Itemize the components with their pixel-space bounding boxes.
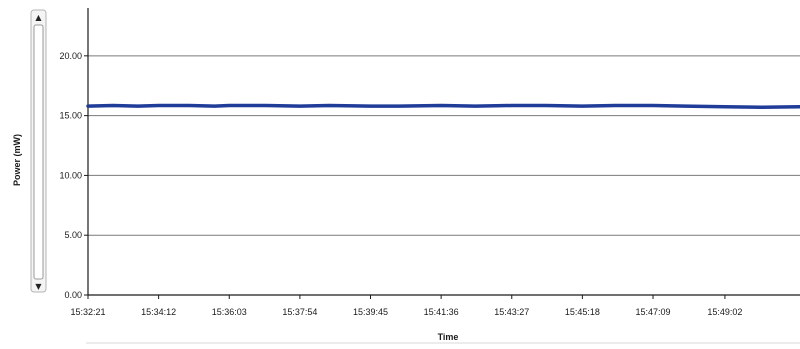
x-tick-label-0: 15:32:21 bbox=[70, 307, 105, 317]
scroll-down-icon[interactable]: ▼ bbox=[35, 282, 42, 291]
data-point-0-8 bbox=[298, 104, 302, 108]
data-point-0-5 bbox=[213, 104, 216, 108]
x-tick-label-4: 15:39:45 bbox=[353, 307, 388, 317]
data-point-0-2 bbox=[137, 104, 140, 108]
series-line-0 bbox=[86, 103, 800, 110]
scrollbar-thumb[interactable] bbox=[33, 24, 44, 280]
data-point-0-19 bbox=[684, 104, 687, 108]
data-point-0-14 bbox=[510, 104, 513, 107]
x-tick-label-8: 15:47:09 bbox=[635, 307, 670, 317]
x-tick-label-2: 15:36:03 bbox=[212, 307, 247, 317]
vertical-scrollbar[interactable]: ▲ ▼ bbox=[30, 9, 47, 293]
x-tick-label-3: 15:37:54 bbox=[282, 307, 317, 317]
data-point-0-17 bbox=[614, 104, 617, 107]
data-point-0-4 bbox=[187, 104, 191, 107]
x-tick-label-7: 15:45:18 bbox=[565, 307, 600, 317]
data-point-0-11 bbox=[397, 104, 401, 108]
x-tick-label-1: 15:34:12 bbox=[141, 307, 176, 317]
series bbox=[86, 103, 800, 110]
data-point-0-21 bbox=[760, 106, 764, 109]
data-point-0-15 bbox=[544, 104, 547, 107]
data-point-0-1 bbox=[111, 104, 115, 107]
data-point-0-6 bbox=[228, 104, 231, 107]
y-axis-title: Power (mW) bbox=[12, 134, 22, 186]
y-tick-label-0: 0.00 bbox=[64, 290, 82, 300]
axes bbox=[84, 8, 800, 299]
data-point-0-16 bbox=[581, 104, 584, 108]
data-point-0-0 bbox=[86, 104, 90, 108]
data-point-0-3 bbox=[157, 104, 160, 107]
x-axis-title: Time bbox=[438, 332, 459, 342]
x-tick-label-9: 15:49:02 bbox=[707, 307, 742, 317]
gridlines bbox=[88, 55, 800, 236]
x-tick-label-6: 15:43:27 bbox=[494, 307, 529, 317]
data-point-0-20 bbox=[723, 105, 727, 108]
y-tick-labels: 0.00 5.00 10.00 15.00 20.00 bbox=[59, 51, 82, 300]
data-point-0-18 bbox=[651, 104, 655, 107]
x-tick-labels: 15:32:21 15:34:12 15:36:03 15:37:54 15:39:45… bbox=[70, 307, 742, 317]
y-tick-label-3: 15.00 bbox=[59, 111, 82, 121]
data-point-0-12 bbox=[439, 104, 443, 107]
data-point-0-9 bbox=[327, 104, 331, 107]
data-point-0-10 bbox=[369, 104, 372, 108]
y-tick-label-2: 10.00 bbox=[59, 170, 82, 180]
data-point-0-13 bbox=[474, 104, 477, 108]
y-tick-label-1: 5.00 bbox=[64, 230, 82, 240]
scroll-up-icon[interactable]: ▲ bbox=[35, 13, 42, 22]
data-point-0-7 bbox=[264, 104, 267, 107]
x-tick-label-5: 15:41:36 bbox=[424, 307, 459, 317]
y-tick-label-4: 20.00 bbox=[59, 51, 82, 61]
